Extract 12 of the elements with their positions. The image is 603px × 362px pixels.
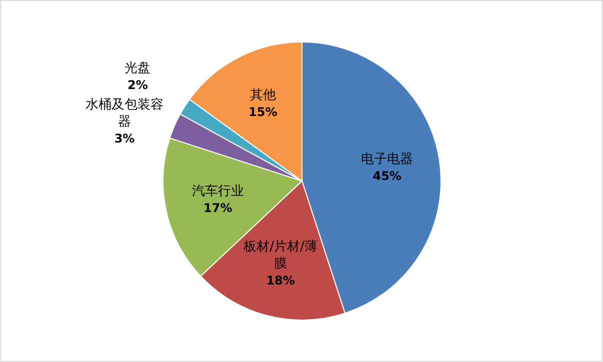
data-label: 45% xyxy=(372,168,402,183)
data-label: 2% xyxy=(128,78,148,92)
slice-label: 电子电器 xyxy=(361,150,414,168)
data-label: 18% xyxy=(266,274,295,288)
slice-label: 汽车行业 xyxy=(192,182,244,200)
slice-label: 其他 xyxy=(248,87,277,104)
slice-label: 光盘 xyxy=(124,60,151,77)
data-label: 3% xyxy=(114,131,135,146)
slice-label: 板材/片材/薄膜 xyxy=(242,238,318,273)
data-label: 15% xyxy=(248,105,278,120)
data-label: 17% xyxy=(204,200,232,215)
slice-label: 水桶及包装容器 xyxy=(84,96,164,130)
